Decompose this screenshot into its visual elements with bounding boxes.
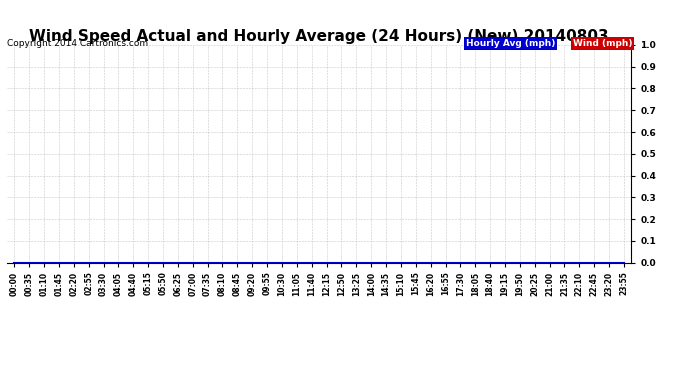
Text: Copyright 2014 Cartronics.com: Copyright 2014 Cartronics.com xyxy=(7,39,148,48)
Title: Wind Speed Actual and Hourly Average (24 Hours) (New) 20140803: Wind Speed Actual and Hourly Average (24… xyxy=(29,29,609,44)
Text: Hourly Avg (mph): Hourly Avg (mph) xyxy=(466,39,555,48)
Text: Wind (mph): Wind (mph) xyxy=(573,39,632,48)
